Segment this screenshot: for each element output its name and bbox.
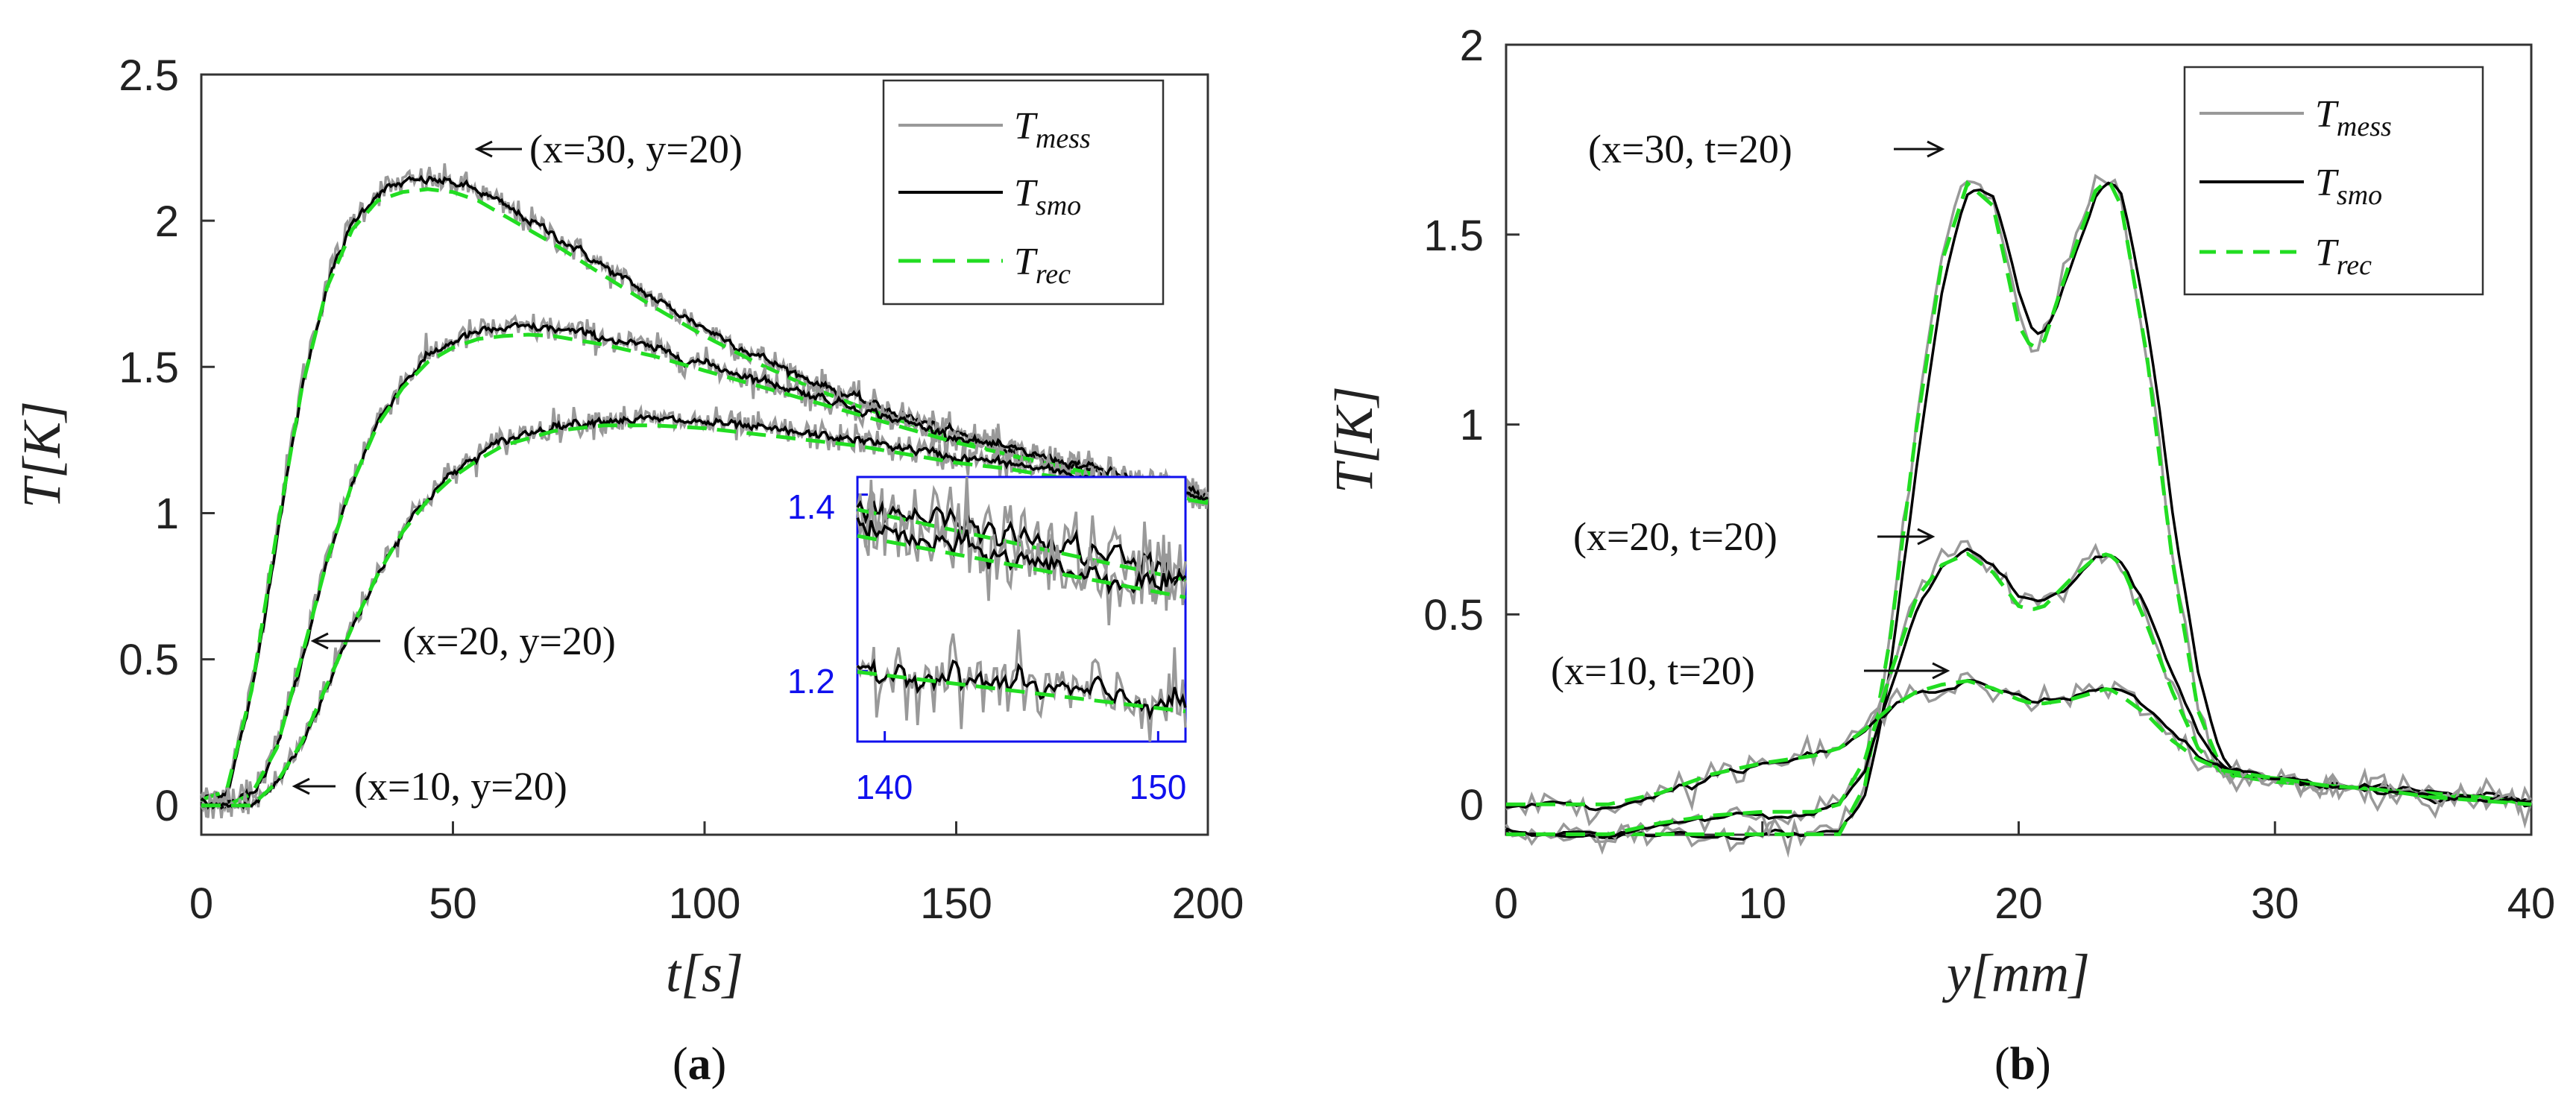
panel-a-xtick-label-0: 0 [189, 879, 213, 928]
panel-b-legend-entry-rec: Trec [2315, 232, 2372, 281]
panel-a-inset-series-1-rec-line [857, 534, 1186, 599]
panel-b-series-0-mess-line [1505, 174, 2533, 858]
panel-a-ticks [200, 73, 1209, 835]
panel-a-annotation-10-label: (x=10, y=20) [354, 764, 567, 809]
panel-b-label-letter: b [2010, 1039, 2035, 1090]
panel-a-inset: 1.2 1.4 140 150 [787, 475, 1187, 806]
panel-a-inset-ytick-label-0: 1.2 [787, 662, 835, 701]
panel-a-annotation-10-arrow [292, 777, 336, 795]
panel-a-legend: Tmess Tsmo Trec [882, 79, 1165, 306]
panel-b-ylabel: T[K] [1324, 386, 1384, 493]
panel-a-series-1-rec-line [201, 332, 1209, 808]
panel-a-ytick-label-2: 1 [155, 490, 179, 538]
panel-b-legend-sub-mess: mess [2337, 111, 2392, 142]
panel-b-annotation-20-label: (x=20, t=20) [1573, 514, 1777, 559]
panel-b-legend-sub-rec: rec [2337, 250, 2372, 281]
panel-a-annotation-20-arrow [310, 632, 380, 650]
panel-a-inset-xtick-label-0: 140 [856, 768, 913, 806]
panel-a-annotation-20-label: (x=20, y=20) [403, 619, 616, 663]
panel-b-xlabel: y[mm] [1942, 944, 2090, 1003]
panel-a-inset-series-1-mess-line [856, 479, 1187, 625]
panel-b-annotation-20: (x=20, t=20) [1573, 514, 1936, 559]
panel-a-ytick-label-5: 2.5 [119, 51, 179, 100]
panel-b-annotation-10: (x=10, t=20) [1551, 648, 1950, 693]
panel-b-series-2-mess-line [1505, 672, 2532, 827]
panel-a-series [200, 163, 1209, 819]
panel-a-annotation-20: (x=20, y=20) [310, 619, 616, 663]
panel-b-xtick-label-4: 40 [2507, 879, 2556, 928]
panel-a-inset-ytick-label-1: 1.4 [787, 487, 835, 526]
panel-a-inset-series [856, 476, 1187, 742]
panel-a-legend-sub-smo: smo [1036, 190, 1081, 221]
panel-b-legend-name-smo: T [2315, 162, 2339, 204]
panel-b-annotation-30-arrow [1894, 140, 1945, 158]
panel-b-ytick-label-1: 0.5 [1423, 591, 1484, 639]
panel-a-annotation-10: (x=10, y=20) [292, 764, 567, 809]
panel-a-ytick-label-0: 0 [155, 782, 179, 830]
panel-a-legend-sub-mess: mess [1036, 123, 1091, 154]
panel-a-ytick-label-3: 1.5 [119, 344, 179, 392]
panel-b-label-close: ) [2035, 1039, 2051, 1090]
panel-b-ytick-label-0: 0 [1460, 781, 1484, 830]
panel-a-xtick-label-4: 200 [1172, 879, 1244, 928]
panel-a-legend-name-rec: T [1014, 241, 1038, 283]
panel-a-legend-entry-rec: Trec [1014, 241, 1071, 290]
panel-a-legend-sub-rec: rec [1036, 259, 1071, 290]
panel-a-label: (a) [673, 1039, 726, 1090]
panel-b-series [1505, 174, 2533, 858]
panel-a-legend-name-smo: T [1014, 172, 1038, 215]
panel-a-legend-entry-smo: Tsmo [1014, 172, 1081, 221]
panel-b-annotation-10-label: (x=10, t=20) [1551, 648, 1755, 693]
panel-b-xtick-label-2: 20 [1994, 879, 2043, 928]
panel-b-legend-sub-smo: smo [2337, 180, 2382, 211]
panel-b-label: (b) [1994, 1039, 2051, 1090]
panel-b-ytick-label-3: 1.5 [1423, 212, 1484, 260]
panel-b: 0 10 20 30 40 0 0.5 1 1.5 2 y[mm] T[K] (… [1324, 22, 2555, 1090]
panel-b-annotation-20-arrow [1877, 528, 1936, 546]
panel-a: 0 50 100 150 200 0 0.5 1 1.5 2 2.5 t[s] … [12, 51, 1244, 1090]
panel-a-label-close: ) [711, 1039, 727, 1090]
panel-b-series-2-rec-line [1506, 679, 2532, 806]
panel-b-xtick-label-0: 0 [1494, 879, 1518, 928]
panel-a-ytick-label-1: 0.5 [119, 636, 179, 684]
panel-a-xtick-label-2: 100 [669, 879, 741, 928]
panel-a-inset-series-0-smo-line [856, 499, 1186, 587]
panel-a-xtick-label-3: 150 [920, 879, 992, 928]
panel-a-inset-xtick-label-1: 150 [1130, 768, 1187, 806]
panel-a-series-0-rec-line [201, 187, 1209, 802]
panel-a-ylabel: T[K] [12, 401, 72, 508]
panel-b-legend-name-mess: T [2315, 93, 2339, 136]
panel-a-annotation-30-arrow [474, 140, 522, 158]
panel-a-xtick-label-1: 50 [429, 879, 477, 928]
panel-a-label-open: ( [673, 1039, 688, 1090]
panel-a-series-2-smo-line [200, 414, 1208, 810]
panel-b-legend: Tmess Tsmo Trec [2183, 66, 2484, 296]
panel-b-legend-name-rec: T [2315, 232, 2339, 274]
panel-b-legend-entry-mess: Tmess [2315, 93, 2392, 142]
panel-a-inset-series-2-rec-line [857, 670, 1186, 714]
panel-b-annotation-30-label: (x=30, t=20) [1588, 127, 1792, 171]
panel-b-ytick-label-2: 1 [1460, 401, 1484, 449]
panel-a-label-letter: a [688, 1039, 711, 1090]
panel-a-legend-name-mess: T [1014, 105, 1038, 148]
panel-b-annotation-30: (x=30, t=20) [1588, 127, 1945, 171]
panel-b-label-open: ( [1994, 1039, 2010, 1090]
panel-a-xlabel: t[s] [666, 944, 743, 1003]
panel-b-legend-entry-smo: Tsmo [2315, 162, 2382, 211]
panel-a-ytick-label-4: 2 [155, 198, 179, 246]
panel-b-series-1-mess-line [1505, 540, 2533, 855]
panel-b-series-2-smo-line [1505, 678, 2532, 812]
panel-b-annotation-10-arrow [1864, 662, 1950, 680]
panel-a-annotation-30-label: (x=30, y=20) [529, 127, 743, 171]
panel-a-series-2-rec-line [201, 423, 1209, 808]
panel-b-xtick-label-3: 30 [2251, 879, 2299, 928]
panel-b-xtick-label-1: 10 [1738, 879, 1786, 928]
panel-b-ytick-label-4: 2 [1460, 22, 1484, 70]
panel-a-annotation-30: (x=30, y=20) [474, 127, 743, 171]
panel-a-legend-entry-mess: Tmess [1014, 105, 1091, 154]
